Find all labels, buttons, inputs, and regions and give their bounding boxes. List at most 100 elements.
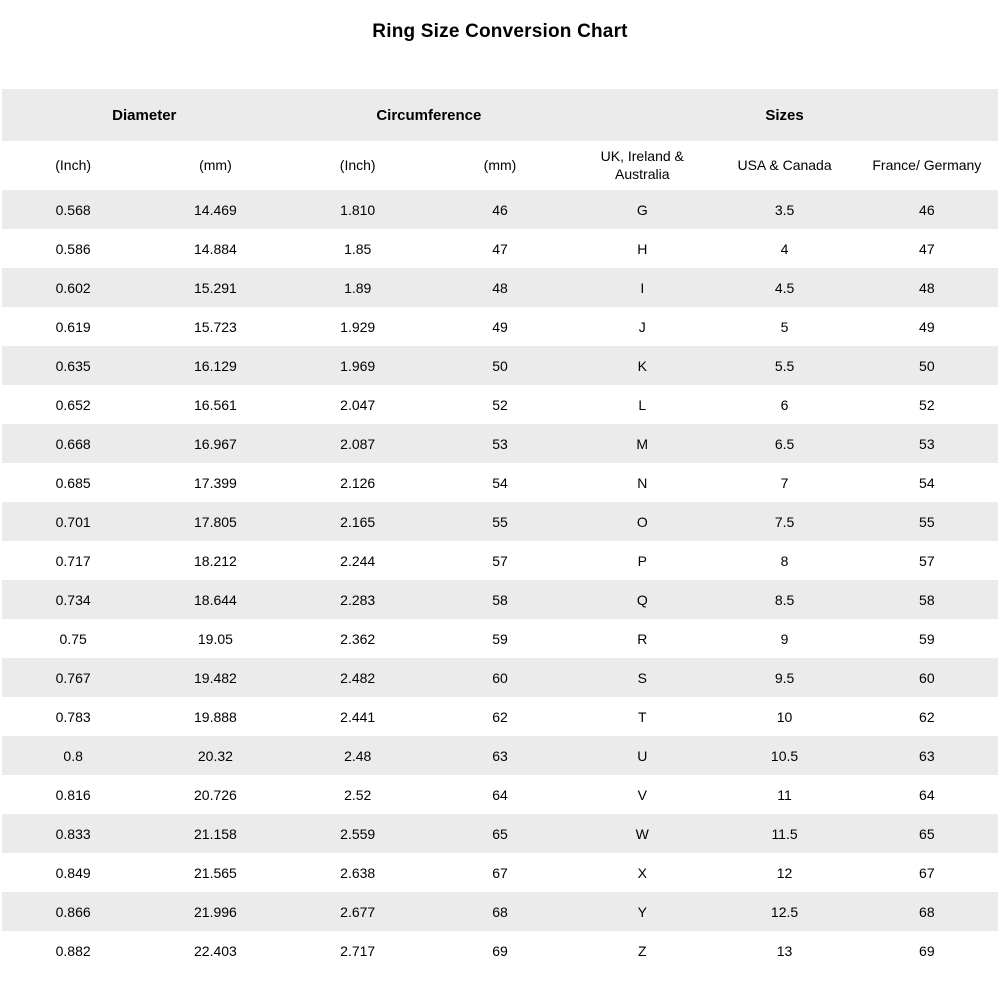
table-cell-france-germany-6: 53 [855, 424, 998, 463]
table-cell-mm-1: 14.469 [144, 190, 287, 229]
table-cell-uk-ireland-australia-4: P [637, 552, 647, 569]
table-cell-mm-1: 21.158 [144, 814, 287, 853]
table-cell-usa-canada-5: 6 [780, 396, 789, 413]
table-cell-inch-0: 0.734 [2, 580, 145, 619]
table-cell-uk-ireland-australia-4: J [638, 318, 646, 335]
table-cell-inch-2: 2.087 [286, 424, 429, 463]
table-row: 0.568 14.469 1.810 46 G 3.5 46 [2, 190, 998, 229]
table-cell-france-germany-6: 50 [855, 346, 998, 385]
table-cell-usa-canada-5: 8 [780, 552, 789, 569]
table-cell-inch-2: 1.85 [344, 240, 372, 257]
column-header-inch: (Inch) [2, 141, 145, 190]
table-cell-usa-canada-5: 11.5 [713, 814, 856, 853]
table-cell-inch-0: 0.816 [55, 786, 91, 803]
table-cell-uk-ireland-australia-4: U [571, 736, 714, 775]
table-cell-mm-3: 46 [428, 190, 572, 229]
table-cell-usa-canada-5: 7.5 [713, 502, 856, 541]
table-cell-mm-3: 59 [492, 630, 508, 647]
table-cell-france-germany-6: 67 [919, 864, 935, 881]
table-cell-inch-2: 2.717 [340, 942, 376, 959]
table-cell-france-germany-6: 54 [919, 474, 935, 491]
table-cell-inch-0: 0.619 [55, 318, 91, 335]
table-cell-inch-2: 2.559 [286, 814, 429, 853]
table-cell-mm-1: 21.996 [144, 892, 287, 931]
table-cell-france-germany-6: 46 [855, 190, 998, 229]
table-cell-inch-2: 2.126 [340, 474, 376, 491]
table-cell-mm-3: 64 [492, 786, 508, 803]
table-cell-france-germany-6: 64 [919, 786, 935, 803]
table-cell-mm-1: 15.291 [144, 268, 287, 307]
table-cell-inch-0: 0.668 [2, 424, 145, 463]
table-cell-uk-ireland-australia-4: G [571, 190, 714, 229]
table-cell-inch-0: 0.602 [2, 268, 145, 307]
table-row: 0.586 14.884 1.85 47 H 4 47 [2, 229, 998, 268]
table-cell-uk-ireland-australia-4: Q [571, 580, 714, 619]
table-cell-france-germany-6: 68 [855, 892, 998, 931]
table-cell-uk-ireland-australia-4: S [571, 658, 714, 697]
table-row: 0.734 18.644 2.283 58 Q 8.5 58 [2, 580, 998, 619]
table-row: 0.619 15.723 1.929 49 J 5 49 [2, 307, 998, 346]
table-cell-france-germany-6: 62 [919, 708, 935, 725]
table-cell-uk-ireland-australia-4: M [571, 424, 714, 463]
table-cell-usa-canada-5: 4.5 [713, 268, 856, 307]
table-cell-uk-ireland-australia-4: V [637, 786, 647, 803]
table-cell-mm-1: 22.403 [194, 942, 237, 959]
table-cell-mm-3: 62 [492, 708, 508, 725]
table-cell-france-germany-6: 57 [919, 552, 935, 569]
table-cell-inch-0: 0.717 [55, 552, 91, 569]
table-cell-uk-ireland-australia-4: X [637, 864, 647, 881]
table-row: 0.8 20.32 2.48 63 U 10.5 63 [2, 736, 998, 775]
table-cell-usa-canada-5: 12 [776, 864, 793, 881]
table-cell-inch-2: 2.638 [340, 864, 376, 881]
table-cell-inch-2: 1.89 [286, 268, 429, 307]
group-header-diameter: Diameter [2, 89, 287, 141]
table-cell-france-germany-6: 52 [919, 396, 935, 413]
table-cell-inch-2: 2.677 [286, 892, 429, 931]
table-cell-mm-3: 55 [428, 502, 572, 541]
table-cell-inch-2: 1.810 [286, 190, 429, 229]
table-cell-mm-3: 48 [428, 268, 572, 307]
table-cell-mm-3: 67 [492, 864, 508, 881]
table-row: 0.849 21.565 2.638 67 X 12 67 [2, 853, 998, 892]
table-cell-mm-1: 16.129 [144, 346, 287, 385]
page-title: Ring Size Conversion Chart [372, 21, 628, 42]
table-cell-mm-1: 20.32 [144, 736, 287, 775]
table-cell-inch-0: 0.75 [59, 630, 87, 647]
table-row: 0.75 19.05 2.362 59 R 9 59 [2, 619, 998, 658]
table-cell-usa-canada-5: 5.5 [713, 346, 856, 385]
table-cell-inch-0: 0.586 [55, 240, 91, 257]
table-cell-usa-canada-5: 3.5 [713, 190, 856, 229]
table-row: 0.602 15.291 1.89 48 I 4.5 48 [2, 268, 998, 307]
table-cell-inch-0: 0.701 [2, 502, 145, 541]
table-cell-mm-3: 63 [428, 736, 572, 775]
column-header-usa-canada: USA & Canada [713, 141, 856, 190]
table-cell-mm-3: 69 [492, 942, 508, 959]
table-cell-france-germany-6: 48 [855, 268, 998, 307]
table-cell-inch-2: 2.283 [286, 580, 429, 619]
group-header-row: Diameter Circumference Sizes [2, 89, 998, 141]
table-row: 0.866 21.996 2.677 68 Y 12.5 68 [2, 892, 998, 931]
table-cell-uk-ireland-australia-4: W [571, 814, 714, 853]
table-cell-france-germany-6: 60 [855, 658, 998, 697]
table-cell-france-germany-6: 63 [855, 736, 998, 775]
table-cell-usa-canada-5: 4 [780, 240, 789, 257]
table-cell-inch-2: 2.52 [344, 786, 372, 803]
table-cell-mm-3: 57 [492, 552, 508, 569]
table-body: 0.568 14.469 1.810 46 G 3.5 46 0.586 14.884 1.85 4… [2, 190, 998, 970]
table-cell-inch-0: 0.849 [55, 864, 91, 881]
table-cell-uk-ireland-australia-4: N [637, 474, 648, 491]
table-cell-mm-1: 17.399 [194, 474, 237, 491]
table-cell-usa-canada-5: 10.5 [713, 736, 856, 775]
column-header-inch: (Inch) [286, 141, 429, 190]
table-cell-inch-2: 2.244 [340, 552, 376, 569]
table-cell-inch-0: 0.882 [55, 942, 91, 959]
table-cell-uk-ireland-australia-4: R [637, 630, 648, 647]
table-cell-inch-0: 0.833 [2, 814, 145, 853]
table-cell-usa-canada-5: 5 [780, 318, 789, 335]
table-cell-mm-3: 47 [492, 240, 508, 257]
table-cell-usa-canada-5: 11 [777, 786, 792, 803]
table-row: 0.833 21.158 2.559 65 W 11.5 65 [2, 814, 998, 853]
table-cell-mm-3: 50 [428, 346, 572, 385]
table-cell-inch-0: 0.635 [2, 346, 145, 385]
table-cell-inch-0: 0.568 [2, 190, 145, 229]
